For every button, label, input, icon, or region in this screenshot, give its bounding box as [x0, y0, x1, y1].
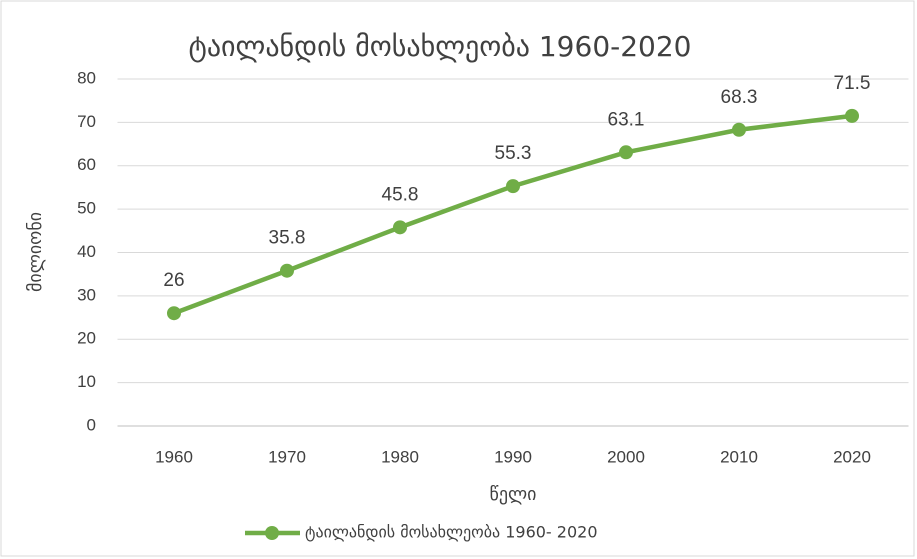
y-tick-label: 40 — [77, 242, 96, 261]
y-tick-label: 0 — [87, 415, 96, 434]
y-tick-label: 20 — [77, 329, 96, 348]
marker — [393, 220, 407, 235]
data-label: 45.8 — [382, 184, 419, 205]
data-label: 71.5 — [834, 73, 871, 94]
y-tick-label: 50 — [77, 199, 96, 218]
y-tick-label: 30 — [77, 285, 96, 304]
y-tick-label: 10 — [77, 372, 96, 391]
marker — [280, 263, 294, 278]
x-tick-label: 2000 — [607, 447, 645, 466]
x-tick-label: 2020 — [833, 447, 871, 466]
data-label: 26 — [163, 270, 184, 291]
marker — [506, 179, 520, 194]
y-tick-label: 80 — [77, 68, 96, 87]
marker — [732, 122, 746, 137]
x-tick-label: 1980 — [381, 447, 419, 466]
x-axis-label: წელი — [490, 484, 537, 505]
marker — [167, 306, 181, 321]
legend-label: ტაილანდის მოსახლეობა 1960- 2020 — [305, 523, 598, 542]
y-tick-label: 60 — [77, 155, 96, 174]
data-label: 68.3 — [721, 87, 758, 108]
marker — [845, 108, 859, 123]
y-axis-label: მილიონი — [25, 212, 46, 292]
x-tick-label: 1970 — [268, 447, 306, 466]
chart-title: ტაილანდის მოსახლეობა 1960-2020 — [189, 30, 692, 63]
x-tick-label: 1990 — [494, 447, 532, 466]
marker — [619, 145, 633, 160]
data-label: 35.8 — [269, 228, 306, 249]
y-tick-label: 70 — [77, 112, 96, 131]
legend-marker — [265, 526, 279, 540]
data-label: 63.1 — [608, 109, 645, 130]
x-tick-label: 2010 — [720, 447, 758, 466]
x-tick-label: 1960 — [155, 447, 193, 466]
data-label: 55.3 — [495, 143, 532, 164]
